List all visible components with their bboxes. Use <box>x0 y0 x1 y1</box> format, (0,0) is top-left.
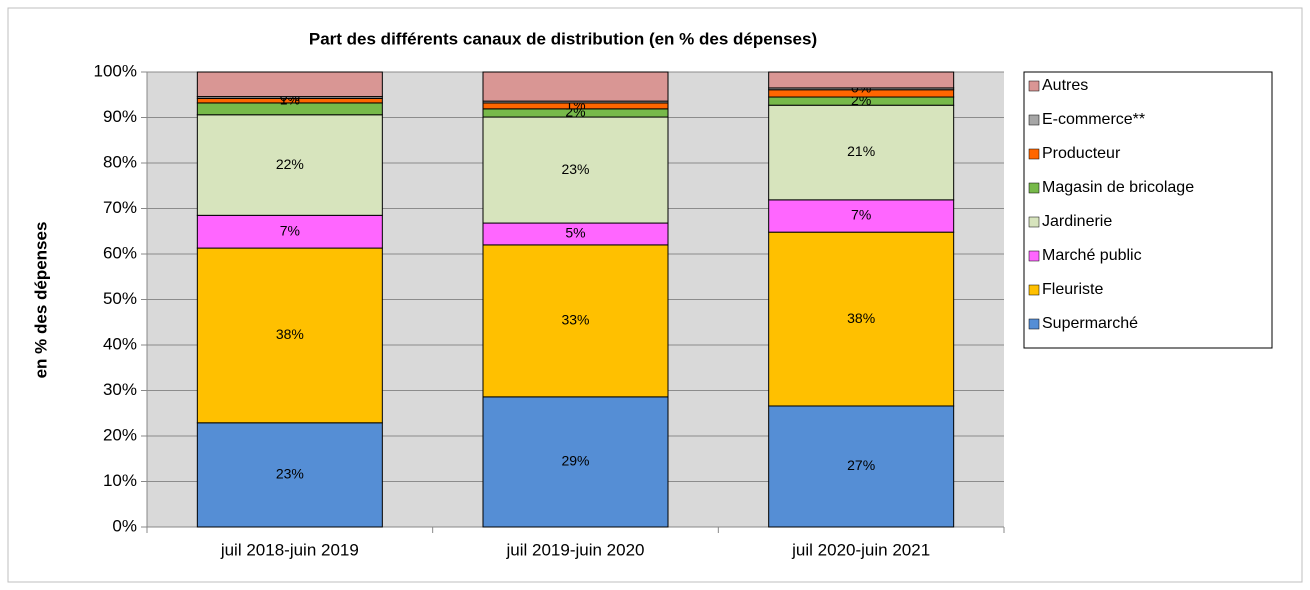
legend-swatch <box>1028 114 1040 126</box>
legend-swatch <box>1028 250 1040 262</box>
bar-segment <box>768 71 955 89</box>
legend-label: Producteur <box>1042 145 1121 162</box>
bar-segment <box>768 199 955 233</box>
data-label: 38% <box>276 326 304 342</box>
data-label: 29% <box>561 453 589 469</box>
data-label: 23% <box>561 161 589 177</box>
bar-segment <box>482 71 669 102</box>
y-axis-label: en % des dépenses <box>31 222 50 379</box>
y-tick-label: 60% <box>103 243 137 262</box>
y-tick-label: 0% <box>112 516 137 535</box>
legend-swatch <box>1028 80 1040 92</box>
legend-swatch <box>1028 284 1040 296</box>
legend-swatch <box>1028 318 1040 330</box>
legend-swatch <box>1028 216 1040 228</box>
bar-segment <box>482 244 669 398</box>
bar-segment <box>768 405 955 528</box>
data-label: 23% <box>276 466 304 482</box>
data-label: 33% <box>561 312 589 328</box>
data-label: 7% <box>851 207 871 223</box>
legend-box <box>1023 71 1273 349</box>
x-tick-label: juil 2018-juin 2019 <box>220 540 359 559</box>
bar-segment <box>196 114 383 216</box>
legend-label: Fleuriste <box>1042 281 1103 298</box>
y-tick-label: 10% <box>103 471 137 490</box>
legend-label: Autres <box>1042 77 1088 94</box>
y-tick-label: 70% <box>103 198 137 217</box>
data-label: 5% <box>565 225 585 241</box>
data-label: 7% <box>280 222 300 238</box>
y-tick-label: 30% <box>103 380 137 399</box>
bar-segment <box>196 71 383 98</box>
y-tick-label: 80% <box>103 152 137 171</box>
data-label: 22% <box>276 156 304 172</box>
data-label: 38% <box>847 310 875 326</box>
data-label: 27% <box>847 457 875 473</box>
y-tick-label: 40% <box>103 334 137 353</box>
y-tick-label: 100% <box>94 61 137 80</box>
legend-label: Supermarché <box>1042 315 1138 332</box>
bar-segment <box>482 396 669 528</box>
y-tick-label: 50% <box>103 289 137 308</box>
bar-segment <box>196 422 383 528</box>
legend-label: Jardinerie <box>1042 213 1112 230</box>
x-tick-label: juil 2020-juin 2021 <box>791 540 930 559</box>
data-label: 21% <box>847 143 875 159</box>
bar-segment <box>196 247 383 424</box>
legend-label: Magasin de bricolage <box>1042 179 1194 196</box>
chart-title: Part des différents canaux de distributi… <box>309 29 817 48</box>
bar-segment <box>482 116 669 224</box>
y-tick-label: 90% <box>103 107 137 126</box>
legend-swatch <box>1028 182 1040 194</box>
y-tick-label: 20% <box>103 425 137 444</box>
legend-swatch <box>1028 148 1040 160</box>
x-tick-label: juil 2019-juin 2020 <box>506 540 645 559</box>
bar-segment <box>768 231 955 407</box>
legend-label: Marché public <box>1042 247 1142 264</box>
legend-label: E-commerce** <box>1042 111 1145 128</box>
bar-segment <box>768 104 955 201</box>
bar-segment <box>196 214 383 249</box>
